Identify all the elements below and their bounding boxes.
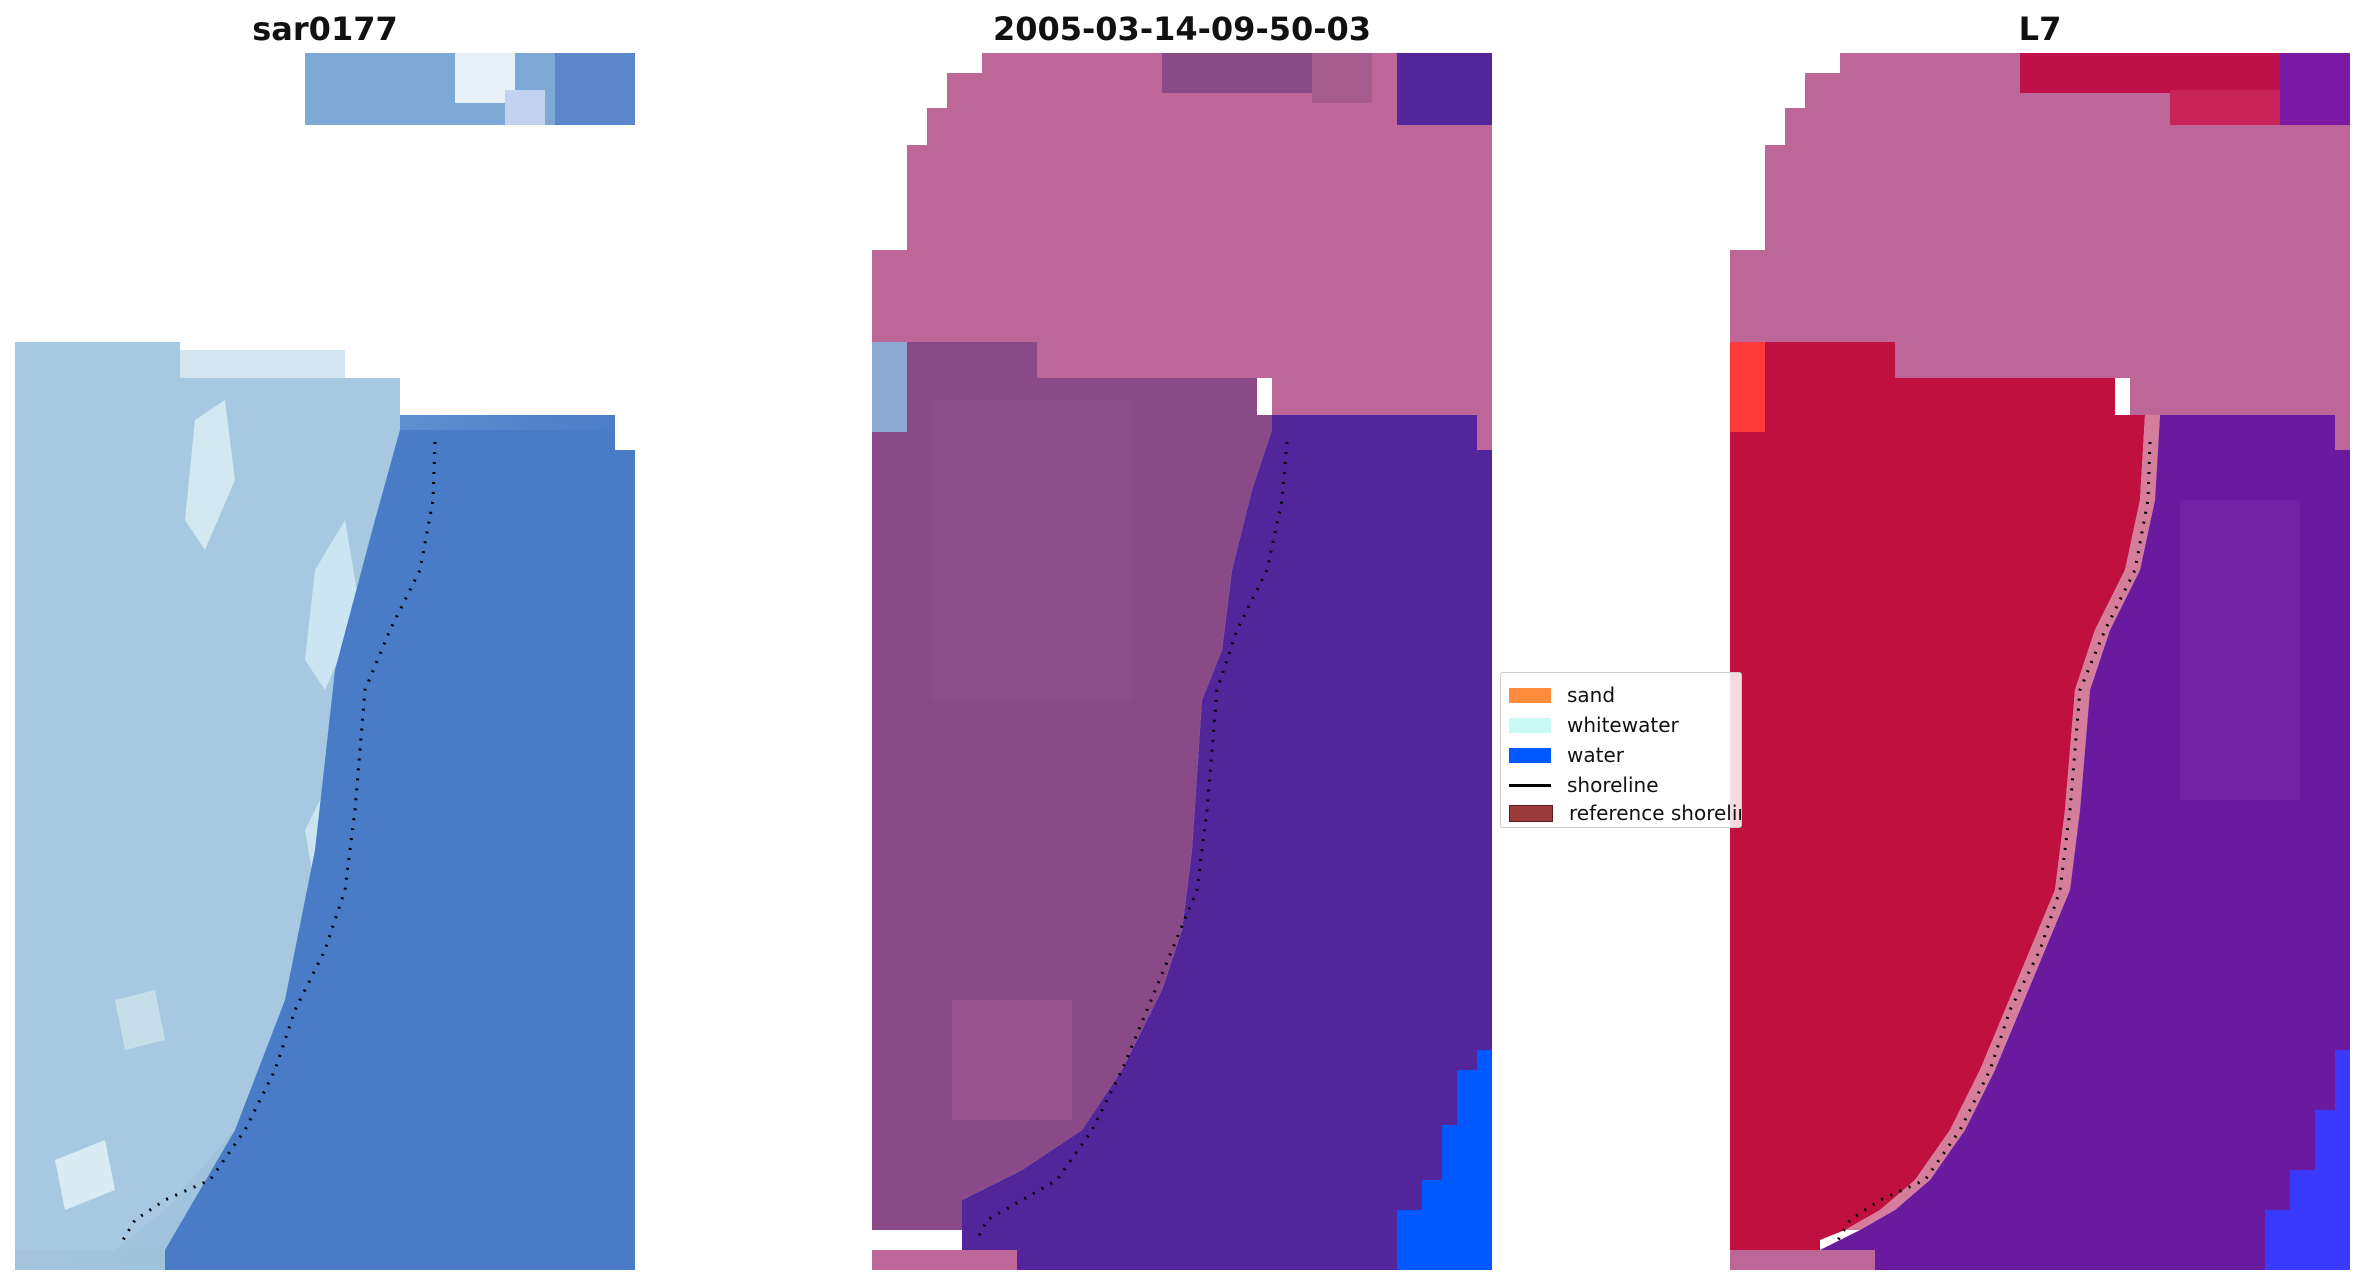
rgb-image xyxy=(15,53,635,1270)
classification-panel xyxy=(872,50,1492,1270)
legend-label-whitewater: whitewater xyxy=(1567,713,1679,737)
legend-label-sand: sand xyxy=(1567,683,1616,707)
legend-item-sand: sand xyxy=(1509,683,1615,707)
index-image xyxy=(1730,53,2350,1270)
panel-title-date: 2005-03-14-09-50-03 xyxy=(992,10,1372,48)
legend-label-reference-shoreline: reference shoreline xyxy=(1569,801,1741,825)
legend-label-shoreline: shoreline xyxy=(1567,773,1659,797)
sand-swatch-icon xyxy=(1509,687,1551,703)
panel-title-rgb: sar0177 xyxy=(252,10,398,48)
shoreline-line-icon xyxy=(1509,783,1551,787)
index-panel xyxy=(1730,50,2350,1270)
legend-item-reference-shoreline: reference shoreline xyxy=(1509,801,1741,825)
rgb-image-panel xyxy=(15,50,635,1270)
legend-item-whitewater: whitewater xyxy=(1509,713,1679,737)
reference-shoreline-swatch-icon xyxy=(1509,804,1553,822)
water-swatch-icon xyxy=(1509,747,1551,763)
panel-title-satellite: L7 xyxy=(2018,10,2062,48)
legend-item-shoreline: shoreline xyxy=(1509,773,1659,797)
whitewater-swatch-icon xyxy=(1509,717,1551,733)
legend-item-water: water xyxy=(1509,743,1624,767)
legend: sand whitewater water shoreline referenc… xyxy=(1500,672,1742,828)
classification-image xyxy=(872,53,1492,1270)
legend-label-water: water xyxy=(1567,743,1624,767)
